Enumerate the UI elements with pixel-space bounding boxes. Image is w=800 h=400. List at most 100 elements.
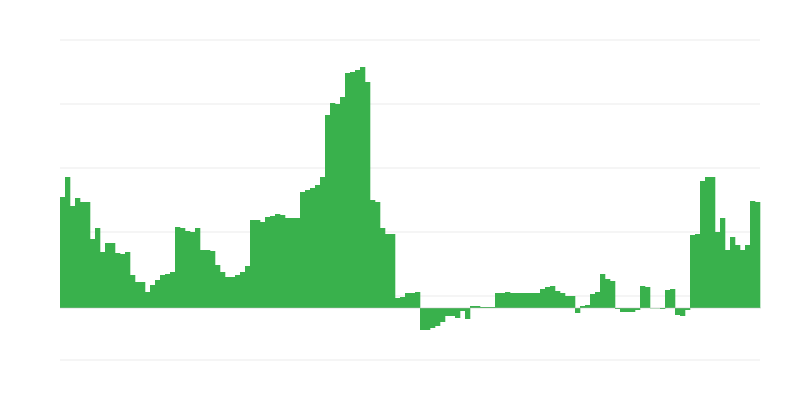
bar xyxy=(335,104,341,308)
bar xyxy=(180,228,186,308)
bar xyxy=(165,274,171,308)
bar xyxy=(565,296,571,308)
bar xyxy=(85,202,91,308)
bar xyxy=(130,275,136,308)
bar xyxy=(755,202,761,308)
bar xyxy=(340,97,346,308)
bar xyxy=(445,308,451,316)
bar xyxy=(115,253,121,308)
bar xyxy=(370,200,376,308)
bar xyxy=(295,218,301,308)
bar xyxy=(365,82,371,308)
bar xyxy=(735,245,741,308)
bar xyxy=(240,272,246,308)
bar xyxy=(490,307,496,308)
bar xyxy=(635,308,641,310)
bar xyxy=(100,252,106,308)
bar xyxy=(690,235,696,308)
bar xyxy=(465,308,471,319)
bar xyxy=(695,234,701,308)
bar xyxy=(600,274,606,308)
bar xyxy=(150,285,156,308)
bar xyxy=(310,188,316,308)
bar xyxy=(125,252,131,308)
bar xyxy=(300,192,306,308)
bar xyxy=(145,292,151,308)
bar xyxy=(345,73,351,308)
bar xyxy=(535,293,541,308)
bar xyxy=(270,216,276,308)
bar xyxy=(595,292,601,308)
bar xyxy=(585,305,591,308)
bar xyxy=(325,115,331,308)
bar xyxy=(385,234,391,308)
bar xyxy=(675,308,681,315)
bar xyxy=(640,286,646,308)
bar xyxy=(605,279,611,308)
bar xyxy=(290,218,296,308)
bar xyxy=(420,308,426,330)
bar xyxy=(560,293,566,308)
bar xyxy=(630,308,636,312)
bar xyxy=(160,275,166,308)
bar xyxy=(75,198,81,308)
bar xyxy=(305,190,311,308)
bar xyxy=(550,286,556,308)
bar xyxy=(520,293,526,308)
bar xyxy=(235,275,241,308)
bar xyxy=(680,308,686,316)
bar xyxy=(65,177,71,308)
bar xyxy=(705,177,711,308)
bar xyxy=(495,293,501,308)
bar xyxy=(190,232,196,308)
bar xyxy=(480,307,486,308)
bar xyxy=(460,308,466,311)
bar xyxy=(220,272,226,308)
bar xyxy=(610,281,616,308)
bar xyxy=(350,72,356,308)
bar xyxy=(195,228,201,308)
bar xyxy=(710,177,716,308)
bar xyxy=(720,218,726,308)
bar xyxy=(60,197,66,308)
bar xyxy=(265,217,271,308)
bar xyxy=(355,70,361,308)
bar xyxy=(170,272,176,308)
bar xyxy=(730,237,736,308)
bar xyxy=(455,308,461,318)
bar xyxy=(570,296,576,308)
bar xyxy=(95,228,101,308)
bar xyxy=(450,308,456,316)
bar xyxy=(660,308,666,309)
bar xyxy=(545,287,551,308)
bar xyxy=(745,245,751,308)
bar xyxy=(645,287,651,308)
bar xyxy=(530,293,536,308)
bar xyxy=(280,215,286,308)
bar xyxy=(360,67,366,308)
bar xyxy=(210,251,216,308)
bar xyxy=(140,282,146,308)
bar xyxy=(225,277,231,308)
bar xyxy=(400,297,406,308)
bar xyxy=(395,298,401,308)
bar xyxy=(185,231,191,308)
bar xyxy=(260,222,266,308)
bar xyxy=(750,201,756,308)
bar xyxy=(700,181,706,308)
bar xyxy=(500,293,506,308)
bar xyxy=(80,202,86,308)
bar xyxy=(620,308,626,312)
bar xyxy=(685,308,691,310)
bar xyxy=(425,308,431,330)
bar xyxy=(245,266,251,308)
bar xyxy=(175,227,181,308)
bar xyxy=(575,308,581,313)
bar xyxy=(285,218,291,308)
bar xyxy=(540,289,546,308)
bar xyxy=(665,290,671,308)
bar xyxy=(135,282,141,308)
bar xyxy=(485,307,491,308)
bar xyxy=(155,280,161,308)
